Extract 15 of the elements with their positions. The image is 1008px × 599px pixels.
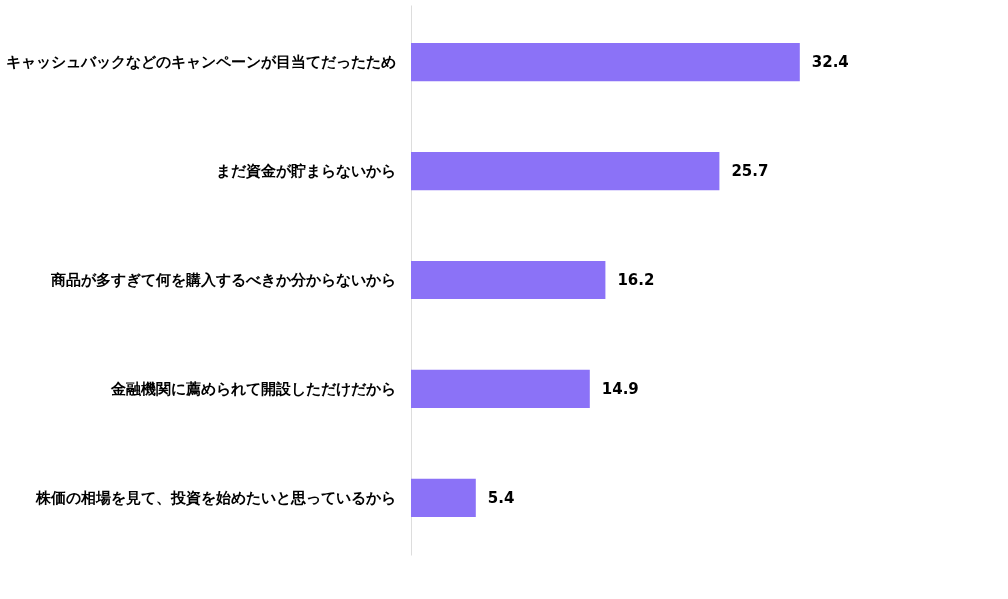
data-label: 25.7 bbox=[731, 162, 769, 181]
data-label: 32.4 bbox=[811, 53, 849, 72]
data-label: 5.4 bbox=[487, 488, 515, 507]
y-tick-label: キャッシュバックなどのキャンペーンが目当てだったため bbox=[5, 53, 396, 72]
bar bbox=[411, 152, 720, 191]
y-tick-label: 商品が多すぎて何を購入するべきか分からないから bbox=[49, 271, 396, 289]
bar bbox=[411, 478, 476, 517]
data-label: 16.2 bbox=[617, 271, 655, 289]
bar bbox=[411, 260, 606, 300]
y-tick-label: 金融機関に薦められて開設しただけだから bbox=[109, 379, 396, 398]
y-tick-label: まだ資金が貯まらないから bbox=[215, 162, 396, 181]
data-label: 14.9 bbox=[601, 379, 639, 398]
bar bbox=[411, 369, 590, 408]
bar bbox=[411, 43, 800, 82]
y-tick-label: 株価の相場を見て、投資を始めたいと思っているから bbox=[34, 488, 396, 507]
